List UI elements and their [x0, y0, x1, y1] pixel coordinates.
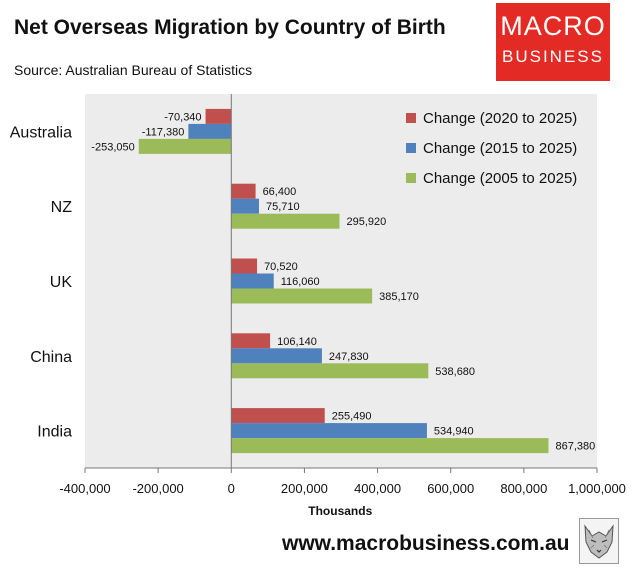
legend-label: Change (2020 to 2025): [423, 110, 577, 127]
legend-swatch: [406, 143, 416, 153]
data-label: 255,490: [332, 411, 372, 423]
data-label: 867,380: [555, 441, 595, 453]
bar: [231, 213, 340, 229]
plot-area: [85, 94, 597, 468]
x-tick-label: 600,000: [427, 481, 474, 496]
category-label: India: [37, 424, 72, 441]
logo-line-1: MACRO: [500, 11, 606, 41]
legend-swatch: [406, 173, 416, 183]
x-tick-label: -200,000: [132, 481, 183, 496]
legend-label: Change (2015 to 2025): [423, 140, 577, 157]
x-tick-label: 1,000,000: [568, 481, 626, 496]
bar: [138, 138, 232, 154]
category-label: Australia: [10, 124, 72, 141]
bar: [231, 438, 549, 454]
category-label: UK: [50, 274, 73, 291]
bar: [188, 123, 232, 139]
chart-title: Net Overseas Migration by Country of Bir…: [14, 16, 446, 39]
x-tick-label: 800,000: [500, 481, 547, 496]
bar: [231, 258, 258, 274]
data-label: 106,140: [277, 336, 317, 348]
x-axis-title: Thousands: [308, 504, 372, 518]
macrobusiness-logo: MACRO BUSINESS: [496, 3, 610, 81]
category-label: NZ: [51, 199, 73, 216]
data-label: 70,520: [264, 261, 298, 273]
bar: [231, 198, 259, 214]
data-label: 247,830: [329, 351, 369, 363]
bar: [231, 363, 429, 379]
bar: [205, 108, 232, 124]
source-note: Source: Australian Bureau of Statistics: [14, 62, 253, 78]
data-label: -70,340: [164, 111, 201, 123]
x-tick-label: 400,000: [354, 481, 401, 496]
legend-swatch: [406, 113, 416, 123]
bar: [231, 288, 373, 304]
data-label: 116,060: [281, 276, 320, 288]
bar: [231, 333, 271, 349]
data-label: 66,400: [263, 186, 297, 198]
bar: [231, 408, 325, 424]
x-tick-label: 200,000: [281, 481, 328, 496]
x-tick-label: 0: [228, 481, 235, 496]
x-tick-label: -400,000: [59, 481, 110, 496]
website-url: www.macrobusiness.com.au: [282, 532, 570, 555]
legend-label: Change (2005 to 2025): [423, 170, 577, 187]
data-label: 385,170: [379, 291, 419, 303]
logo-line-2: BUSINESS: [502, 47, 604, 66]
bar: [231, 348, 322, 364]
fox-icon: [579, 518, 619, 564]
data-label: 534,940: [434, 426, 474, 438]
bar: [231, 183, 256, 199]
category-label: China: [30, 349, 72, 366]
data-label: 295,920: [347, 216, 387, 228]
data-label: -253,050: [91, 141, 134, 153]
data-label: -117,380: [142, 126, 185, 138]
data-label: 538,680: [435, 366, 475, 378]
bar: [231, 273, 274, 289]
data-label: 75,710: [266, 201, 300, 213]
bar: [231, 423, 427, 439]
